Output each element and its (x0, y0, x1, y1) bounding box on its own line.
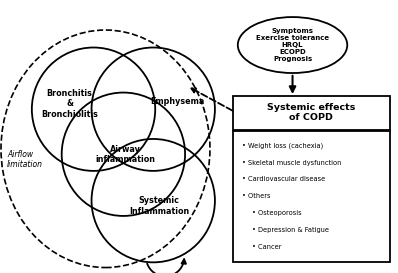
Text: • Depression & Fatigue: • Depression & Fatigue (252, 227, 329, 233)
Text: • Skeletal muscle dysfunction: • Skeletal muscle dysfunction (242, 160, 341, 166)
FancyBboxPatch shape (233, 131, 390, 262)
Ellipse shape (238, 17, 347, 73)
Text: Airflow
limitation: Airflow limitation (7, 150, 43, 170)
Text: • Cardiovascular disease: • Cardiovascular disease (242, 176, 325, 182)
FancyBboxPatch shape (233, 96, 390, 130)
Text: Systemic
Inflammation: Systemic Inflammation (129, 196, 189, 216)
Text: Airway
inflammation: Airway inflammation (96, 144, 155, 164)
Text: • Weight loss (cachexia): • Weight loss (cachexia) (242, 143, 323, 149)
Text: • Others: • Others (242, 193, 271, 199)
Text: Emphysema: Emphysema (150, 97, 204, 105)
Text: Systemic effects
of COPD: Systemic effects of COPD (267, 103, 356, 122)
Text: • Cancer: • Cancer (252, 244, 281, 250)
Text: Symptoms
Exercise tolerance
HRQL
ECOPD
Prognosis: Symptoms Exercise tolerance HRQL ECOPD P… (256, 28, 329, 62)
Text: • Osteoporosis: • Osteoporosis (252, 210, 302, 216)
Text: Bronchitis
&
Bronchiolitis: Bronchitis & Bronchiolitis (41, 89, 98, 119)
